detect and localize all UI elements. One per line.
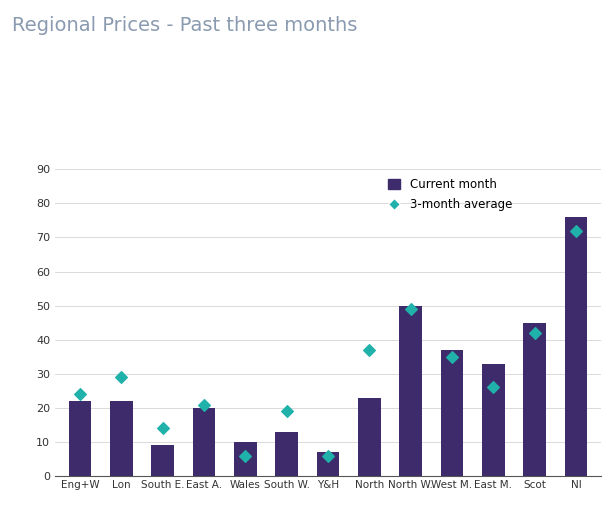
Bar xyxy=(441,350,463,476)
Bar xyxy=(482,363,504,476)
Point xyxy=(116,373,126,381)
Point xyxy=(240,451,250,460)
Legend: Current month, 3-month average: Current month, 3-month average xyxy=(389,178,512,211)
Bar xyxy=(275,432,298,476)
Bar xyxy=(192,408,215,476)
Point xyxy=(364,346,374,354)
Bar xyxy=(69,401,91,476)
Point xyxy=(199,400,209,409)
Bar xyxy=(565,217,587,476)
Point xyxy=(282,407,292,416)
Text: Regional Prices - Past three months: Regional Prices - Past three months xyxy=(12,16,357,35)
Bar xyxy=(151,445,174,476)
Bar xyxy=(358,398,381,476)
Bar xyxy=(110,401,132,476)
Point xyxy=(447,352,457,361)
Text: Regional Breakdown - Prices - Last 3 Months: Regional Breakdown - Prices - Last 3 Mon… xyxy=(191,148,487,161)
Point xyxy=(158,424,167,433)
Point xyxy=(530,329,539,337)
Text: Net balance, %, SA: Net balance, %, SA xyxy=(61,150,172,160)
Point xyxy=(571,226,581,235)
Point xyxy=(489,383,498,391)
Bar xyxy=(524,323,546,476)
Bar xyxy=(316,452,340,476)
Point xyxy=(75,390,85,398)
Point xyxy=(406,305,416,313)
Bar xyxy=(234,442,257,476)
Point xyxy=(323,451,333,460)
Bar xyxy=(399,306,422,476)
